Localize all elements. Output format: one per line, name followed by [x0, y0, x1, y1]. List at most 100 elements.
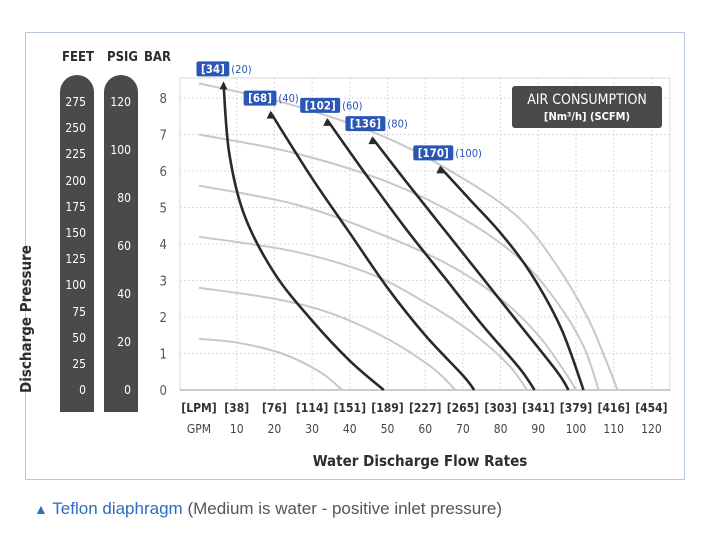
psig-tick-label: 0	[124, 383, 131, 397]
bar-tick-label: 3	[160, 275, 167, 290]
curve-label-nm3: [68]	[248, 91, 272, 105]
bar-tick-label: 1	[160, 348, 167, 363]
curve-label-nm3: [102]	[305, 98, 336, 112]
feet-tick-label: 100	[65, 278, 86, 293]
gpm-tick-label: 60	[418, 422, 432, 436]
gpm-tick-label: 40	[343, 422, 357, 436]
gpm-tick-label: 120	[641, 422, 662, 436]
curve-labels: [34] (20) [68] (40) [102] (60) [136] (80) [170] (…	[196, 61, 482, 161]
feet-label: FEET	[62, 50, 94, 65]
psig-tick-label: 120	[110, 95, 131, 109]
curve-label-scfm: (60)	[342, 99, 362, 112]
bar-label: BAR	[144, 50, 171, 65]
gpm-tick-label: 110	[603, 422, 624, 436]
curve-label-scfm: (20)	[231, 63, 251, 76]
bar-tick-label: 0	[160, 384, 167, 399]
curve-label-nm3: [34]	[201, 62, 225, 76]
lpm-tick-label: [416]	[597, 401, 629, 415]
pressure-curve	[198, 235, 528, 391]
lpm-tick-label: [265]	[447, 401, 479, 415]
lpm-tick-label: [LPM]	[181, 401, 216, 415]
curve-label: [34] (20)	[196, 61, 252, 77]
curve-label: [102] (60)	[300, 97, 363, 113]
legend-box: AIR CONSUMPTION [Nm³/h] (SCFM)	[512, 86, 662, 128]
psig-tick-label: 80	[117, 191, 131, 205]
air-curve	[269, 111, 476, 391]
pressure-curve	[198, 133, 600, 391]
curve-label-nm3: [170]	[418, 146, 449, 160]
feet-tick-label: 275	[65, 95, 86, 109]
pressure-curve	[198, 82, 619, 391]
pressure-curve	[198, 337, 343, 391]
curve-label-box	[243, 90, 277, 106]
lpm-tick-label: [114]	[296, 401, 328, 415]
psig-scale-bar	[104, 75, 138, 412]
arrow-head	[368, 136, 377, 145]
bar-tick-label: 8	[160, 92, 167, 107]
curve-label-scfm: (40)	[278, 92, 298, 105]
gpm-tick-label: 90	[531, 422, 545, 436]
feet-tick-label: 0	[79, 383, 86, 398]
arrow-head	[323, 117, 332, 126]
feet-tick-label: 150	[65, 226, 86, 240]
curve-label: [68] (40)	[243, 90, 299, 106]
pressure-curves	[198, 82, 619, 391]
lpm-tick-label: [76]	[262, 401, 287, 415]
feet-tick-label: 25	[72, 357, 86, 371]
bar-tick-label: 6	[160, 165, 167, 180]
lpm-tick-label: [303]	[484, 401, 516, 415]
air-curve	[439, 166, 585, 391]
psig-tick-label: 40	[117, 287, 131, 301]
gpm-tick-label: 30	[305, 422, 319, 436]
curve-label-scfm: (100)	[455, 147, 482, 160]
gpm-tick-label: 70	[456, 422, 470, 436]
feet-tick-label: 200	[65, 173, 86, 188]
legend-subtitle: [Nm³/h] (SCFM)	[544, 110, 630, 123]
curve-label: [170] (100)	[413, 145, 482, 161]
bar-tick-label: 5	[160, 202, 167, 217]
feet-tick-label: 225	[65, 147, 86, 162]
gpm-tick-label: GPM	[187, 422, 211, 436]
lpm-tick-label: [227]	[409, 401, 441, 415]
lpm-tick-label: [38]	[224, 401, 249, 415]
air-curve	[222, 83, 385, 391]
gpm-tick-label: 20	[268, 422, 282, 436]
arrow-head	[219, 81, 228, 90]
x-tick-labels: [LPM] [38] [76] [114] [151] [189] [227] [265] [3…	[181, 401, 667, 436]
lpm-tick-label: [189]	[371, 401, 403, 415]
feet-scale-bar	[60, 75, 94, 412]
gpm-tick-label: 50	[381, 422, 395, 436]
feet-tick-label: 250	[65, 121, 86, 136]
triangle-icon: ▲	[34, 501, 48, 517]
arrow-head	[436, 165, 445, 174]
feet-tick-label: 75	[72, 304, 86, 319]
psig-tick-label: 20	[117, 335, 131, 349]
legend-background	[512, 86, 662, 128]
lpm-tick-label: [151]	[334, 401, 366, 415]
pressure-curve	[198, 286, 457, 391]
air-consumption-curves	[219, 81, 585, 391]
lpm-tick-label: [379]	[560, 401, 592, 415]
lpm-tick-label: [454]	[635, 401, 667, 415]
bar-tick-label: 2	[160, 311, 167, 326]
bar-tick-label: 7	[160, 129, 167, 144]
psig-label: PSIG	[107, 50, 138, 65]
pressure-curve	[198, 184, 577, 391]
caption-material: Teflon diaphragm	[52, 499, 183, 518]
bar-tick-labels: 0 1 2 3 4 5 6 7 8	[160, 92, 167, 399]
legend-title: AIR CONSUMPTION	[527, 92, 647, 108]
curve-label-box	[413, 145, 454, 161]
curve-label: [136] (80)	[345, 116, 408, 132]
caption-note: (Medium is water - positive inlet pressu…	[187, 499, 503, 518]
feet-tick-label: 175	[65, 199, 86, 214]
psig-tick-label: 100	[110, 143, 131, 157]
x-axis-title: Water Discharge Flow Rates	[312, 452, 528, 470]
lpm-tick-label: [341]	[522, 401, 554, 415]
air-curve	[371, 137, 570, 391]
curve-label-scfm: (80)	[387, 118, 407, 131]
gpm-tick-label: 10	[230, 422, 244, 436]
gpm-tick-label: 80	[494, 422, 508, 436]
curve-label-box	[345, 116, 386, 132]
bar-tick-label: 4	[160, 238, 167, 253]
